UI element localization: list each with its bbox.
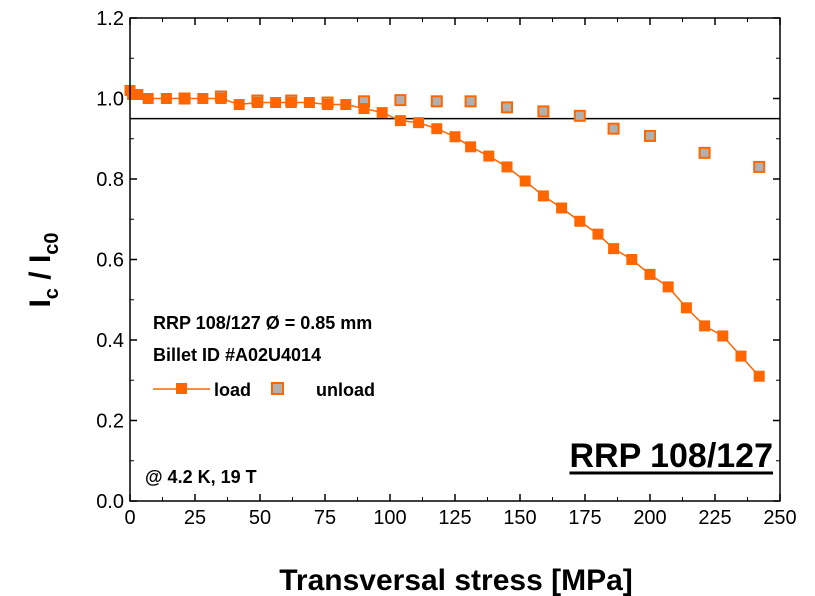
- load-point: [753, 370, 765, 382]
- x-tick-label: 50: [249, 507, 271, 529]
- y-axis-title-sub-numer: c: [41, 288, 63, 299]
- load-point: [608, 243, 620, 255]
- unload-point: [537, 105, 550, 118]
- load-point: [483, 150, 495, 162]
- load-series: [124, 84, 765, 382]
- load-point: [644, 268, 656, 280]
- x-tick-label: 225: [698, 507, 731, 529]
- x-tick-label: 100: [373, 507, 406, 529]
- unload-point: [394, 94, 407, 107]
- annotation-conditions: @ 4.2 K, 19 T: [145, 467, 257, 487]
- load-point: [376, 107, 388, 119]
- y-tick-label: 1.2: [96, 8, 124, 30]
- annotation-big-label: RRP 108/127: [569, 437, 773, 475]
- load-point: [592, 228, 604, 240]
- legend-unload-marker: [271, 382, 284, 395]
- y-tick-label: 1.0: [96, 89, 124, 111]
- load-point: [233, 99, 245, 111]
- legend-load-label: load: [214, 380, 251, 400]
- unload-point: [573, 109, 586, 122]
- x-ticks: 0 25 50 75 100 125 150 175 200 225 250: [124, 18, 797, 529]
- load-point: [735, 350, 747, 362]
- load-point: [431, 123, 443, 135]
- load-point: [537, 190, 549, 202]
- legend: load unload: [153, 380, 375, 400]
- load-point: [501, 161, 513, 173]
- load-point: [322, 99, 334, 111]
- load-point: [160, 93, 172, 104]
- load-point: [340, 99, 352, 111]
- load-point: [413, 117, 425, 129]
- unload-point: [430, 95, 443, 108]
- x-axis-title: Transversal stress [MPa]: [279, 564, 633, 596]
- svg-text:Ic / Ic0: Ic / Ic0: [24, 232, 63, 307]
- unload-point: [464, 95, 477, 108]
- load-point: [285, 97, 297, 109]
- load-point: [465, 141, 477, 153]
- x-tick-label: 200: [633, 507, 666, 529]
- x-tick-label: 125: [438, 507, 471, 529]
- annotation-sample: RRP 108/127 Ø = 0.85 mm: [153, 313, 372, 333]
- unload-point: [698, 146, 711, 159]
- legend-unload-label: unload: [316, 380, 375, 400]
- x-tick-label: 25: [184, 507, 206, 529]
- y-tick-label: 0.2: [96, 411, 124, 433]
- y-axis-title-main: I: [24, 299, 57, 307]
- unload-point: [644, 129, 656, 142]
- x-tick-label: 250: [763, 507, 796, 529]
- x-tick-label: 0: [124, 507, 135, 529]
- x-tick-label: 75: [314, 507, 336, 529]
- load-point: [626, 254, 638, 265]
- load-series-line: [129, 90, 760, 377]
- y-tick-label: 0.6: [96, 250, 124, 272]
- load-point: [251, 97, 263, 109]
- load-point: [519, 175, 531, 187]
- load-point: [449, 131, 461, 143]
- load-point: [197, 93, 209, 104]
- load-point: [142, 93, 154, 104]
- unload-series: [178, 90, 766, 173]
- load-point: [717, 330, 729, 342]
- y-tick-label: 0.8: [96, 169, 124, 191]
- unload-point: [607, 122, 620, 135]
- load-point: [574, 215, 586, 227]
- unload-point: [753, 160, 766, 173]
- load-point: [179, 93, 191, 104]
- load-point: [680, 302, 692, 314]
- load-point: [303, 97, 315, 109]
- x-tick-label: 150: [503, 507, 536, 529]
- y-tick-label: 0.0: [96, 491, 124, 513]
- plot-frame: [129, 17, 781, 502]
- load-point: [394, 115, 406, 127]
- y-tick-label: 0.4: [96, 330, 124, 352]
- load-point: [132, 88, 144, 100]
- load-point: [215, 93, 227, 104]
- y-axis-title-sep: / I: [24, 255, 57, 288]
- y-axis-title: Ic / Ic0: [24, 232, 63, 307]
- y-axis-title-sub-denom: c0: [41, 232, 63, 254]
- load-point: [270, 97, 282, 109]
- load-point: [699, 320, 711, 332]
- legend-load-marker: [176, 383, 187, 394]
- load-point: [556, 202, 568, 214]
- load-point: [662, 281, 674, 293]
- unload-point: [501, 101, 513, 114]
- x-tick-label: 175: [568, 507, 601, 529]
- y-ticks: 0.0 0.2 0.4 0.6 0.8 1.0 1.2: [96, 8, 780, 513]
- load-point: [358, 103, 370, 115]
- annotation-billet: Billet ID #A02U4014: [153, 345, 321, 365]
